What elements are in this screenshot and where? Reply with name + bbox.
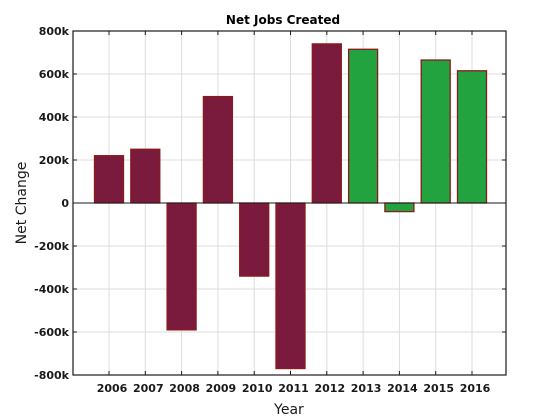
y-tick-label: 600k xyxy=(39,68,70,81)
x-tick-label: 2010 xyxy=(242,382,273,395)
y-tick-label: -400k xyxy=(34,283,70,296)
x-tick-label: 2007 xyxy=(133,382,164,395)
x-tick-label: 2008 xyxy=(169,382,200,395)
y-tick-label: 0 xyxy=(61,197,69,210)
bar-2013 xyxy=(347,48,379,204)
bars xyxy=(93,43,488,370)
bar-2015 xyxy=(420,59,451,204)
bar-2011 xyxy=(275,202,306,370)
x-tick-label: 2006 xyxy=(97,382,128,395)
x-tick-label: 2016 xyxy=(460,382,491,395)
y-tick-label: 400k xyxy=(39,111,70,124)
y-axis-ticks: -800k -600k -400k -200k 0 200k 400k 600k 800k xyxy=(34,25,506,382)
y-tick-label: 800k xyxy=(39,25,70,38)
x-tick-label: 2014 xyxy=(387,382,418,395)
y-tick-label: -200k xyxy=(34,240,70,253)
bar-2012 xyxy=(311,43,342,204)
bar-2006 xyxy=(93,155,125,204)
x-axis-ticks: 2006 2007 2008 2009 2010 2011 2012 2013 2014 2015… xyxy=(97,31,491,395)
x-axis-title: Year xyxy=(273,402,304,418)
x-tick-label: 2015 xyxy=(423,382,454,395)
chart-title: Net Jobs Created xyxy=(226,13,340,27)
y-axis-title: Net Change xyxy=(14,162,30,245)
y-tick-label: 200k xyxy=(39,154,70,167)
bar-2014 xyxy=(384,202,415,213)
x-tick-label: 2011 xyxy=(278,382,309,395)
x-tick-label: 2009 xyxy=(206,382,237,395)
bar-2009 xyxy=(202,95,234,204)
bar-2007 xyxy=(130,148,161,204)
bar-2008 xyxy=(166,202,197,331)
y-tick-label: -800k xyxy=(34,369,70,382)
y-tick-label: -600k xyxy=(34,326,70,339)
x-tick-label: 2012 xyxy=(314,382,345,395)
bar-2010 xyxy=(239,202,270,277)
bar-2016 xyxy=(456,70,488,204)
x-tick-label: 2013 xyxy=(351,382,382,395)
